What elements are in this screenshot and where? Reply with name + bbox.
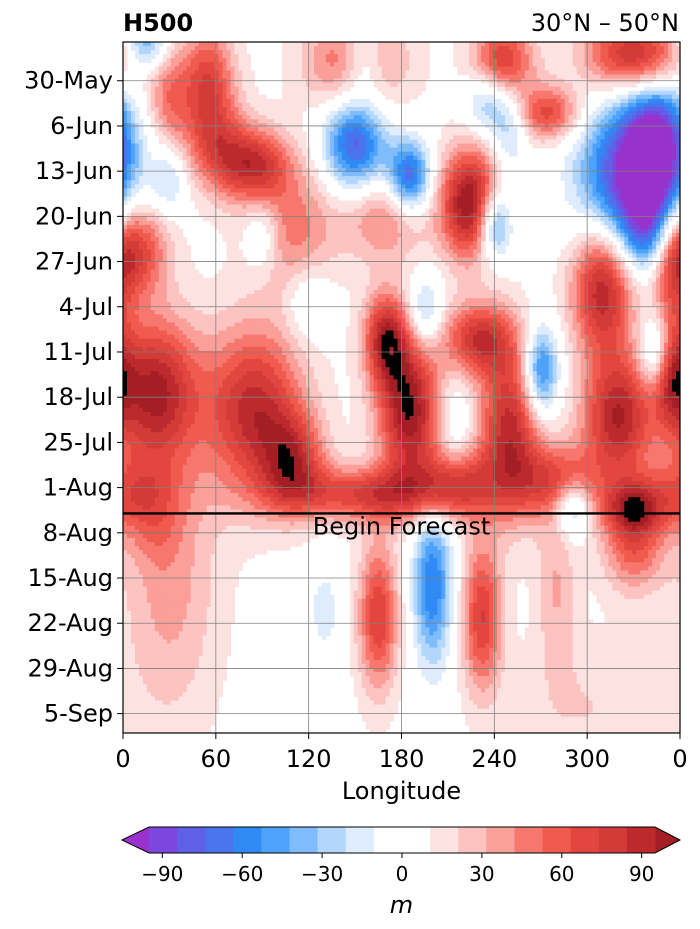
colorbar-segment <box>598 827 628 853</box>
y-tick-label: 29-Aug <box>27 654 113 682</box>
x-tick-label: 0 <box>672 745 687 773</box>
colorbar-segment <box>486 827 515 853</box>
y-tick-label: 11-Jul <box>44 338 114 366</box>
colorbar-segment <box>317 827 347 853</box>
y-tick-label: 27-Jun <box>35 248 113 276</box>
x-tick-label: 300 <box>564 745 610 773</box>
x-axis-label: Longitude <box>342 777 461 805</box>
colorbar-segment <box>570 827 600 853</box>
y-tick-label: 8-Aug <box>43 519 113 547</box>
colorbar-segment <box>177 827 206 853</box>
y-tick-label: 25-Jul <box>44 428 114 456</box>
colorbar-tick-label: 60 <box>549 862 574 886</box>
y-tick-label: 6-Jun <box>50 112 113 140</box>
colorbar-segment <box>289 827 319 853</box>
colorbar-segment <box>345 827 375 853</box>
x-tick-label: 120 <box>286 745 332 773</box>
colorbar-tick-label: 0 <box>396 862 409 886</box>
colorbar-segment <box>514 827 544 853</box>
y-tick-label: 13-Jun <box>35 157 113 185</box>
x-tick-label: 0 <box>115 745 130 773</box>
y-tick-label: 30-May <box>24 67 113 95</box>
y-tick-label: 20-Jun <box>35 202 113 230</box>
colorbar-tick-label: 30 <box>469 862 494 886</box>
colorbar-tick-label: 90 <box>629 862 654 886</box>
colorbar-segment <box>458 827 487 853</box>
colorbar-extend-low <box>122 827 149 853</box>
y-tick-label: 22-Aug <box>27 609 113 637</box>
colorbar-tick-label: −60 <box>221 862 263 886</box>
colorbar-segment <box>261 827 291 853</box>
colorbar-segment <box>626 827 656 853</box>
contour-field <box>123 42 680 733</box>
forecast-marker: Begin Forecast <box>123 512 680 540</box>
x-tick-label: 240 <box>471 745 517 773</box>
colorbar-segment <box>149 827 178 853</box>
y-tick-label: 1-Aug <box>43 474 113 502</box>
colorbar-segment <box>430 827 459 853</box>
y-tick-label: 18-Jul <box>44 383 114 411</box>
colorbar-tick-label: −90 <box>141 862 183 886</box>
x-tick-label: 180 <box>379 745 425 773</box>
y-axis: 30-May 6-Jun 13-Jun 20-Jun 27-Jun 4-Jul 11-Jul… <box>24 67 123 728</box>
colorbar-segment <box>233 827 262 853</box>
colorbar-segment <box>205 827 234 853</box>
colorbar-label: m <box>390 891 413 919</box>
colorbar-tick-label: −30 <box>301 862 343 886</box>
x-tick-label: 60 <box>201 745 232 773</box>
colorbar: −90 −60 −30 0 30 60 90 <box>120 826 682 886</box>
x-axis: 0 60 120 180 240 300 0 <box>115 733 688 773</box>
colorbar-extend-high <box>655 827 680 853</box>
chart-title-right: 30°N – 50°N <box>531 9 679 37</box>
colorbar-segment <box>373 827 403 853</box>
y-tick-label: 15-Aug <box>27 564 113 592</box>
y-tick-label: 4-Jul <box>59 293 113 321</box>
colorbar-outline <box>120 826 682 854</box>
grid-lines <box>122 42 681 733</box>
y-tick-label: 5-Sep <box>44 700 113 728</box>
colorbar-segment <box>542 827 572 853</box>
forecast-label: Begin Forecast <box>313 512 491 540</box>
colorbar-segment <box>402 827 431 853</box>
chart-title-left: H500 <box>123 9 193 37</box>
